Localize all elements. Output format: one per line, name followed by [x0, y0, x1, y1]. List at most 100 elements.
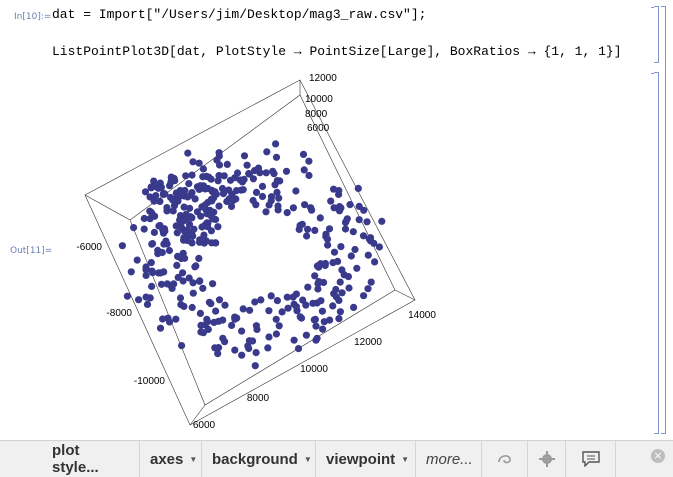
data-point	[176, 191, 184, 199]
data-point	[223, 160, 231, 168]
data-point	[311, 272, 319, 280]
data-point	[188, 303, 196, 312]
data-point	[304, 283, 312, 291]
data-point	[212, 307, 220, 315]
plot-style-label: plot style...	[52, 442, 99, 476]
data-point	[370, 239, 378, 247]
data-point	[298, 220, 306, 228]
x-tick-label: 14000	[408, 310, 436, 321]
data-point	[215, 296, 224, 304]
data-point	[185, 274, 193, 282]
data-point	[273, 297, 281, 305]
data-point	[214, 223, 222, 231]
y-tick-label: -8000	[106, 308, 132, 319]
data-point	[182, 172, 190, 180]
data-point	[207, 300, 215, 308]
viewpoint-button[interactable]: viewpoint ▼	[316, 441, 416, 477]
data-point	[297, 314, 306, 322]
data-point	[176, 216, 184, 224]
data-point	[238, 327, 246, 335]
data-point	[267, 193, 276, 201]
data-point	[197, 321, 205, 329]
data-point	[149, 211, 157, 219]
data-point	[274, 202, 282, 210]
data-point	[165, 318, 174, 326]
close-icon[interactable]: ×	[651, 449, 665, 463]
data-point	[192, 262, 200, 270]
input-code[interactable]: dat = Import["/Users/jim/Desktop/mag3_ra…	[52, 7, 427, 22]
data-point	[214, 350, 222, 358]
data-point	[207, 195, 215, 203]
data-point	[336, 278, 344, 286]
data-point	[172, 315, 180, 323]
data-point	[335, 296, 343, 304]
data-point	[148, 240, 156, 248]
axis-ticks: 6000 8000 10000 12000 14000 -6000 -8000 -10000 6…	[76, 73, 436, 431]
data-point	[273, 188, 281, 196]
data-point	[156, 197, 164, 205]
more-button[interactable]: more...	[416, 441, 482, 477]
data-point	[197, 328, 205, 336]
data-point	[198, 223, 206, 231]
data-point	[290, 336, 298, 344]
x-tick-label: 12000	[354, 337, 382, 348]
data-point	[189, 279, 197, 287]
data-point	[215, 317, 223, 325]
data-point	[193, 208, 201, 216]
data-point	[305, 171, 313, 180]
chevron-down-icon: ▼	[189, 454, 198, 464]
axes-button[interactable]: axes ▼	[140, 441, 202, 477]
data-point	[272, 330, 280, 338]
gear-icon[interactable]	[528, 441, 566, 477]
data-point	[302, 331, 310, 339]
data-point	[141, 188, 150, 196]
data-point	[316, 214, 324, 222]
more-label: more...	[426, 450, 473, 468]
data-point	[310, 316, 318, 324]
data-point	[314, 280, 322, 288]
data-point	[321, 261, 329, 270]
data-point	[243, 161, 251, 169]
x-tick-label: 8000	[247, 393, 270, 404]
data-point	[324, 241, 332, 249]
data-point	[147, 183, 155, 191]
data-point	[251, 298, 259, 306]
data-point	[203, 315, 211, 323]
cell-bracket-input[interactable]	[651, 6, 659, 63]
data-point	[133, 256, 141, 264]
data-point	[182, 210, 190, 218]
cell-bracket-output[interactable]	[651, 72, 659, 434]
data-point	[245, 344, 253, 353]
3d-point-plot[interactable]: 6000 8000 10000 12000 14000 -6000 -8000 -10000 6…	[0, 0, 673, 440]
data-point	[204, 184, 212, 193]
data-point	[375, 243, 383, 251]
plot-command-code[interactable]: ListPointPlot3D[dat, PlotStyle → PointSi…	[52, 44, 622, 59]
group-bracket[interactable]	[661, 6, 666, 434]
data-point	[160, 189, 168, 197]
data-point	[323, 235, 332, 243]
data-point	[264, 344, 272, 352]
data-point	[184, 149, 192, 157]
swirl-icon[interactable]	[482, 441, 528, 477]
data-point	[152, 192, 160, 200]
data-point	[173, 229, 181, 237]
data-point	[354, 184, 362, 192]
plot-style-button[interactable]: plot style...	[42, 441, 140, 477]
input-label: In[10]:=	[14, 12, 52, 22]
data-point	[227, 202, 236, 210]
data-point	[307, 204, 315, 212]
data-point	[174, 273, 182, 281]
data-point	[303, 232, 311, 240]
data-point	[282, 167, 291, 175]
data-point	[283, 293, 291, 301]
data-point	[267, 292, 275, 300]
data-points	[118, 140, 386, 370]
background-button[interactable]: background ▼	[202, 441, 316, 477]
comment-icon[interactable]	[566, 441, 616, 477]
data-point	[253, 325, 261, 333]
data-point	[367, 278, 375, 286]
data-point	[211, 239, 220, 247]
data-point	[299, 150, 308, 158]
data-point	[140, 214, 148, 223]
data-point	[159, 315, 167, 323]
